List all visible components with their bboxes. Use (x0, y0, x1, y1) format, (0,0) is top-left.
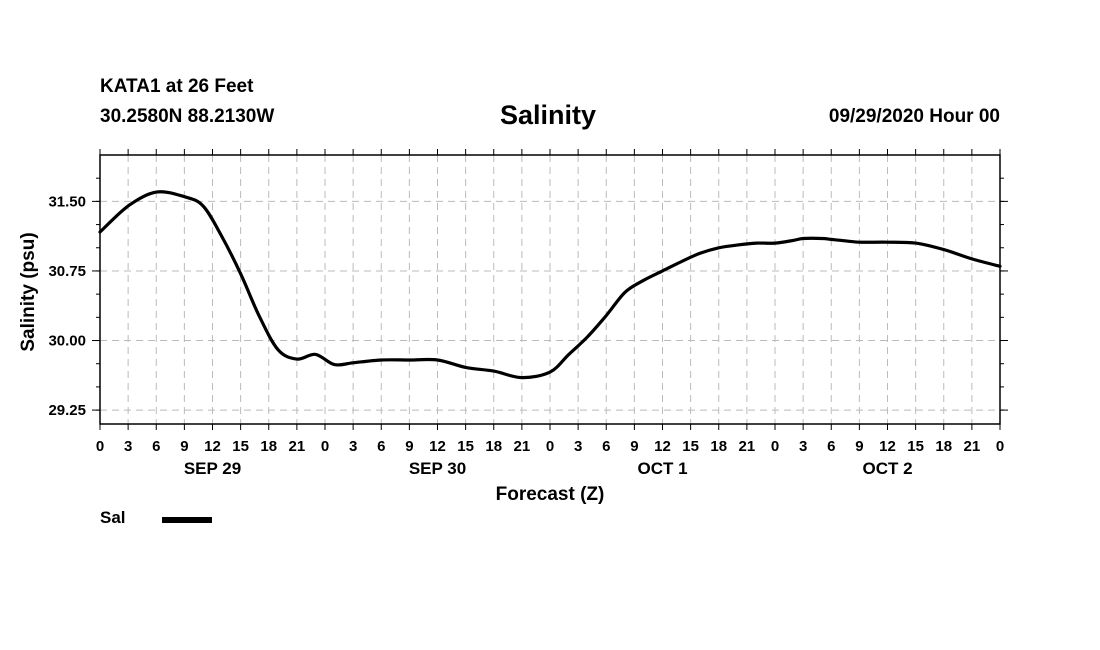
x-tick-label: 12 (204, 438, 221, 455)
x-tick-label: 12 (429, 438, 446, 455)
x-tick-label: 6 (152, 438, 160, 455)
date-label: OCT 2 (862, 459, 912, 478)
x-tick-label: 21 (739, 438, 756, 455)
x-tick-label: 12 (879, 438, 896, 455)
x-tick-label: 0 (546, 438, 554, 455)
x-tick-label: 3 (124, 438, 132, 455)
x-tick-label: 9 (180, 438, 188, 455)
x-axis-label: Forecast (Z) (496, 484, 605, 505)
plot-frame (99, 154, 1001, 425)
x-tick-label: 15 (907, 438, 924, 455)
x-tick-label: 18 (260, 438, 277, 455)
y-tick-labels: 29.25 30.00 30.75 31.50 (48, 193, 86, 419)
x-tick-label: 18 (710, 438, 727, 455)
x-tick-label: 3 (799, 438, 807, 455)
x-tick-label: 18 (485, 438, 502, 455)
x-tick-label: 21 (514, 438, 531, 455)
x-tick-label: 0 (321, 438, 329, 455)
x-tick-label: 3 (574, 438, 582, 455)
x-tick-label: 18 (935, 438, 952, 455)
series-line-sal (98, 190, 1002, 380)
x-tick-label: 3 (349, 438, 357, 455)
station-coordinates: 30.2580N 88.2130W (100, 106, 275, 127)
x-tick-label: 9 (405, 438, 413, 455)
x-tick-label: 12 (654, 438, 671, 455)
station-name: KATA1 at 26 Feet (100, 76, 254, 97)
x-tick-label: 15 (232, 438, 249, 455)
x-tick-label: 9 (630, 438, 638, 455)
date-label: OCT 1 (637, 459, 687, 478)
x-tick-label: 21 (289, 438, 306, 455)
x-tick-label: 0 (771, 438, 779, 455)
x-tick-label: 21 (964, 438, 981, 455)
x-tick-label: 15 (682, 438, 699, 455)
x-tick-label: 0 (996, 438, 1004, 455)
chart-title: Salinity (500, 100, 597, 130)
y-tick-label: 30.00 (48, 333, 86, 350)
date-label: SEP 30 (409, 459, 466, 478)
x-tick-label: 0 (96, 438, 104, 455)
x-tick-label: 6 (377, 438, 385, 455)
legend-label: Sal (100, 508, 126, 527)
x-tick-label: 15 (457, 438, 474, 455)
x-tick-label: 6 (602, 438, 610, 455)
date-labels: SEP 29 SEP 30 OCT 1 OCT 2 (184, 459, 913, 478)
x-tick-labels: 0 3 6 9 12 15 18 21 0 3 6 9 12 15 18 21 0 3 6 9 12 15 18 21 0 3 6 9… (96, 438, 1004, 455)
x-tick-label: 6 (827, 438, 835, 455)
y-tick-label: 31.50 (48, 193, 86, 210)
forecast-run-time: 09/29/2020 Hour 00 (828, 106, 1000, 127)
y-axis-label: Salinity (psu) (18, 232, 39, 351)
legend-line-icon (162, 517, 212, 523)
y-tick-label: 29.25 (48, 402, 86, 419)
grid-lines (100, 155, 1000, 424)
series-lines (98, 190, 1002, 380)
y-tick-label: 30.75 (48, 263, 86, 280)
date-label: SEP 29 (184, 459, 241, 478)
x-tick-label: 9 (855, 438, 863, 455)
